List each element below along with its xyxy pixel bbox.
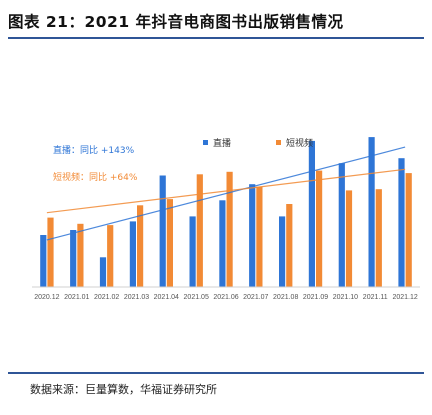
x-tick-label: 2021.05 [184,294,209,301]
bar-live-2021.05 [189,216,196,287]
bar-short-video-2021.03 [137,205,144,287]
x-tick-label: 2021.08 [273,294,298,301]
bar-live-2021.03 [129,221,136,287]
bar-short-video-2021.05 [196,174,203,287]
chart: 2020.12 2021.01 2021.02 2021.03 2021.04 2021.… [32,137,420,301]
x-tick-label: 2021.07 [243,294,268,301]
legend-label-live: 直播 [213,137,231,149]
x-tick-label: 2021.12 [392,294,417,301]
annotation-live-yoy: 直播：同比 +143% [53,144,135,156]
bar-live-2021.04 [159,175,166,287]
legend-label-short-video: 短视频 [286,137,313,149]
bar-short-video-2021.12 [405,173,412,287]
trendline-short-video [46,168,406,214]
bar-live-2021.09 [308,140,315,287]
bar-live-2021.07 [249,184,256,287]
x-tick-label: 2021.04 [154,294,179,301]
data-source: 数据来源：巨量算数，华福证券研究所 [30,383,217,396]
title-rule [8,37,424,39]
footer-rule [8,372,424,374]
x-tick-label: 2021.02 [94,294,119,301]
x-tick-labels: 2020.12 2021.01 2021.02 2021.03 2021.04 2021.… [34,294,418,301]
bar-live-2021.10 [338,163,345,287]
bar-short-video-2021.01 [77,223,84,287]
legend-swatch-short-video [276,140,281,145]
bar-short-video-2021.02 [107,225,114,287]
bar-live-2021.11 [368,137,375,287]
bar-live-2021.08 [279,216,286,287]
trendline-live [46,146,406,241]
legend: 直播 短视频 [203,137,313,149]
trendlines-layer [46,146,406,241]
x-tick-label: 2021.09 [303,294,328,301]
bar-short-video-2020.12 [47,217,54,287]
chart-title: 图表 21：2021 年抖音电商图书出版销售情况 [8,13,344,31]
bar-live-2021.12 [398,158,405,287]
bar-live-2021.02 [99,257,107,287]
x-tick-label: 2021.10 [333,294,358,301]
bar-short-video-2021.09 [316,170,323,287]
x-tick-label: 2020.12 [34,294,59,301]
bar-short-video-2021.10 [345,190,353,287]
annotation-short-video-yoy: 短视频：同比 +64% [53,171,138,183]
x-tick-label: 2021.06 [213,294,238,301]
bar-live-2020.12 [40,235,47,287]
x-tick-label: 2021.11 [363,294,388,301]
bar-live-2021.06 [219,200,226,287]
bar-short-video-2021.07 [256,186,263,287]
x-tick-label: 2021.03 [124,294,149,301]
bar-short-video-2021.04 [166,199,173,287]
bar-short-video-2021.06 [226,171,233,287]
x-tick-label: 2021.01 [64,294,89,301]
bars-layer [40,137,412,287]
bar-short-video-2021.11 [375,189,382,287]
bar-short-video-2021.08 [286,204,293,287]
legend-swatch-live [203,140,208,145]
bar-live-2021.01 [70,230,77,287]
